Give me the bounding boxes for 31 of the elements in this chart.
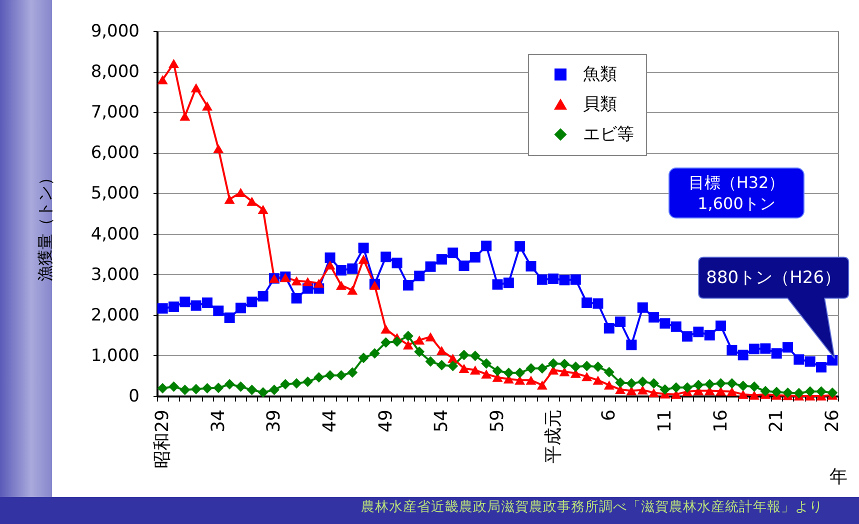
text: 農林水産省近畿農政局滋賀農政事務所調べ「滋賀農林水産統計年報」より [361, 499, 823, 515]
x-tick-label: 6 [598, 410, 620, 421]
x-tick-label: 平成元 [542, 410, 564, 464]
x-tick-label: 26 [822, 410, 843, 432]
y-tick-label: 4,000 [90, 224, 140, 244]
legend-label: 魚類 [583, 64, 617, 84]
y-tick-label: 6,000 [90, 143, 140, 164]
annotation: 880トン（H26） [706, 268, 842, 288]
annotation: 目標（H32） 1,600トン [688, 173, 785, 213]
y-tick-label: 7,000 [90, 102, 140, 123]
x-tick-label: 11 [654, 410, 676, 432]
y-axis-title: 漁獲量（トン） [36, 170, 54, 282]
legend-label: 貝類 [583, 94, 617, 114]
x-tick-label: 34 [208, 410, 229, 432]
y-tick-label: 3,000 [90, 264, 140, 285]
x-axis-title: 年 [830, 466, 848, 488]
legend-label: エビ等 [583, 124, 634, 144]
x-tick-label: 59 [487, 410, 508, 432]
y-tick-label: 9,000 [90, 22, 140, 42]
x-tick-label: 16 [710, 410, 732, 432]
x-tick-label: 昭和29 [152, 410, 174, 468]
x-tick-label: 49 [375, 410, 396, 432]
y-tick-label: 1,000 [90, 346, 140, 366]
x-tick-label: 54 [431, 410, 452, 432]
y-tick-label: 0 [128, 386, 140, 406]
x-tick-label: 39 [264, 410, 285, 432]
x-tick-label: 44 [320, 410, 341, 432]
y-tick-label: 8,000 [90, 62, 140, 82]
x-tick-label: 21 [766, 410, 788, 432]
y-tick-label: 2,000 [90, 305, 140, 326]
y-tick-label: 5,000 [90, 184, 140, 204]
